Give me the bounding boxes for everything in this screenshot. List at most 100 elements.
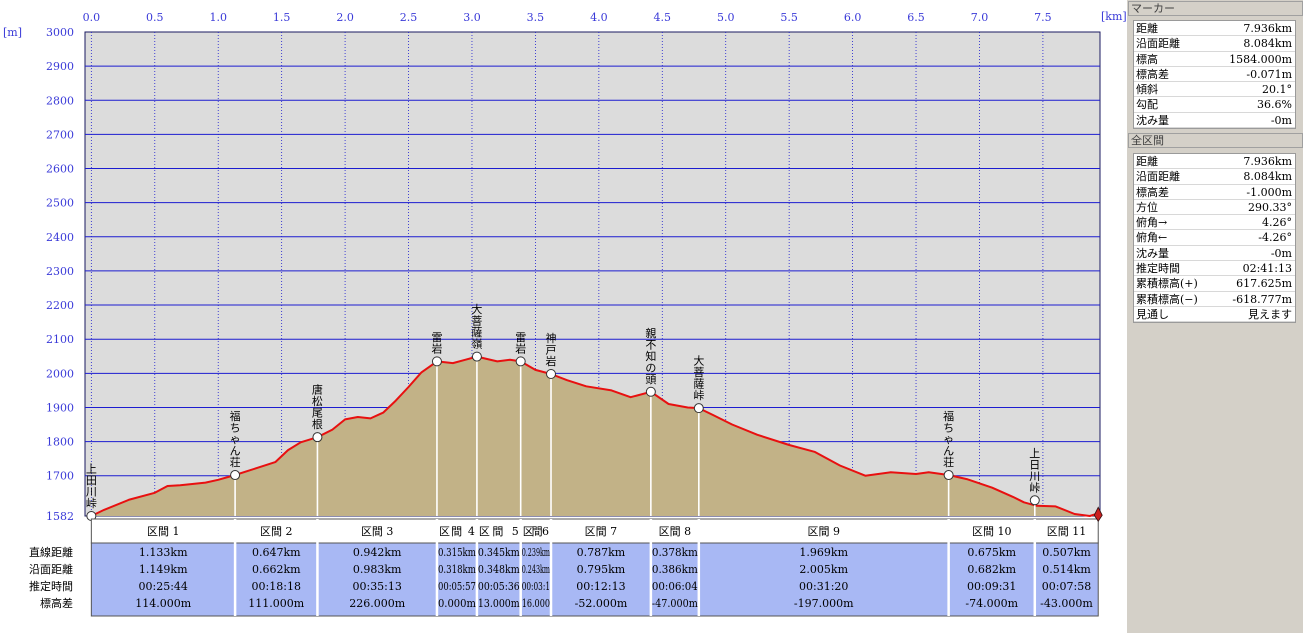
total-panel-title: 全区間: [1128, 133, 1303, 148]
info-value: -0m: [1270, 113, 1292, 127]
info-row: 標高差 -1.000m: [1134, 185, 1295, 200]
segment-time-value: 00:07:58: [1042, 580, 1091, 593]
info-key: 沿面距離: [1136, 37, 1180, 51]
segment-elev-value: 114.000m: [135, 597, 191, 610]
segment-straight-value: 0.647km: [252, 546, 301, 559]
x-tick-label: 6.5: [907, 11, 925, 24]
waypoint-label: 上日川峠: [1029, 447, 1040, 495]
waypoint-label: 神戸岩: [546, 331, 557, 368]
segment-surface-value: 0.348km: [478, 563, 520, 576]
segment-time-value: 00:35:13: [352, 580, 401, 593]
segment-header: 区間 1: [147, 525, 180, 538]
x-tick-label: 5.0: [717, 11, 735, 24]
segment-time-value: 00:06:04: [652, 580, 698, 593]
y-tick-label: 1700: [46, 470, 74, 483]
info-row: 累積標高(+) 617.625m: [1134, 276, 1295, 292]
x-tick-label: 7.0: [971, 11, 989, 24]
info-key: 傾斜: [1136, 83, 1158, 97]
grid-lines: [85, 32, 1100, 516]
x-tick-label: 3.0: [463, 11, 481, 24]
marker-info-table: 距離 7.936km 沿面距離 8.084km 標高 1584.000m 標高差 -0.071…: [1133, 20, 1296, 130]
info-key: 距離: [1136, 22, 1158, 35]
waypoint-marker: [312, 432, 323, 443]
info-row: 傾斜 20.1°: [1134, 82, 1295, 98]
info-key: 俯角←: [1136, 231, 1168, 245]
info-key: 沈み量: [1136, 113, 1169, 127]
info-row: 俯角→ 4.26°: [1134, 215, 1295, 231]
info-value: 290.33°: [1248, 200, 1292, 214]
info-key: 俯角→: [1136, 216, 1168, 230]
info-value: 20.1°: [1262, 83, 1292, 97]
waypoint-label: 大菩薩峠: [693, 354, 704, 403]
info-value: 36.6%: [1257, 98, 1292, 112]
info-key: 距離: [1136, 155, 1158, 168]
segment-row-label: 沿面距離: [29, 562, 73, 576]
info-row: 沿面距離 8.084km: [1134, 36, 1295, 52]
info-value: 8.084km: [1243, 170, 1292, 184]
segment-straight-value: 0.675km: [967, 546, 1016, 559]
x-tick-label: 0.0: [83, 11, 101, 24]
segment-surface-value: 0.682km: [967, 563, 1016, 576]
info-row: 見通し 見えます: [1134, 307, 1295, 323]
info-key: 累積標高(−): [1136, 292, 1198, 306]
segment-straight-value: 0.345km: [478, 546, 520, 559]
info-key: 方位: [1136, 200, 1158, 214]
marker-panel-title: マーカー: [1128, 1, 1303, 16]
y-tick-label: 1800: [46, 436, 74, 449]
waypoint-label: 上田川峠: [86, 463, 97, 511]
y-tick-label: 2400: [46, 231, 74, 244]
y-tick-label: 3000: [46, 26, 74, 39]
y-tick-label: 2800: [46, 94, 74, 107]
waypoint-label: 雷岩: [515, 331, 526, 356]
x-tick-label: 1.0: [209, 11, 227, 24]
y-tick-label: 2700: [46, 128, 74, 141]
info-key: 標高差: [1136, 185, 1169, 199]
info-row: 距離 7.936km: [1134, 154, 1295, 170]
waypoint-label: 唐松尾根: [312, 383, 323, 432]
segment-time-value: 00:05:57: [438, 580, 476, 593]
segment-elev-value: 16.000: [522, 597, 550, 610]
waypoint-marker: [431, 356, 442, 367]
info-value: -0m: [1270, 246, 1292, 260]
segment-elev-value: -43.000m: [1040, 597, 1093, 610]
info-key: 勾配: [1136, 98, 1158, 112]
segment-straight-value: 0.315km: [438, 546, 476, 559]
info-value: 1584.000m: [1229, 52, 1292, 66]
total-info-table: 距離 7.936km 沿面距離 8.084km 標高差 -1.000m 方位 290.33° 俯…: [1133, 153, 1296, 324]
info-value: -4.26°: [1258, 231, 1292, 245]
waypoint-marker: [693, 403, 704, 414]
segment-straight-value: 1.133km: [139, 546, 188, 559]
info-value: -618.777m: [1232, 292, 1292, 306]
segment-surface-value: 0.795km: [577, 563, 626, 576]
info-row: 推定時間 02:41:13: [1134, 261, 1295, 277]
waypoint-label: 親不知の頭: [645, 327, 656, 386]
segment-straight-value: 0.239km: [522, 546, 551, 559]
segment-time-value: 00:09:31: [967, 580, 1016, 593]
waypoint-marker: [230, 470, 241, 481]
segment-row-label: 推定時間: [29, 579, 73, 593]
waypoint-marker: [645, 386, 656, 397]
info-value: 617.625m: [1236, 277, 1292, 291]
info-row: 沈み量 -0m: [1134, 246, 1295, 262]
axis-labels: [m] [km] 0.0 0.5 1.0 1.5 2.0 2.5 3.0 3.5 4.0 4.5 5…: [3, 10, 1127, 523]
info-key: 標高: [1136, 52, 1158, 66]
segment-elev-value: 0.000m: [438, 597, 476, 610]
info-key: 沈み量: [1136, 246, 1169, 260]
segment-header: 区間 10: [972, 525, 1012, 538]
info-row: 標高差 -0.071m: [1134, 67, 1295, 83]
info-value: -0.071m: [1246, 67, 1292, 81]
segment-header: 区間 7: [585, 525, 618, 538]
x-tick-label: 3.5: [527, 11, 545, 24]
segment-surface-value: 0.662km: [252, 563, 301, 576]
segment-data-body: [90, 542, 1099, 617]
cursor-icon: [1093, 506, 1103, 522]
info-row: 累積標高(−) -618.777m: [1134, 292, 1295, 307]
waypoint-marker: [943, 470, 954, 481]
info-row: 勾配 36.6%: [1134, 97, 1295, 113]
segment-elev-value: -47.000m: [652, 597, 698, 610]
y-tick-label: 2200: [46, 299, 74, 312]
info-row: 方位 290.33°: [1134, 200, 1295, 216]
x-tick-label: 5.5: [780, 11, 798, 24]
